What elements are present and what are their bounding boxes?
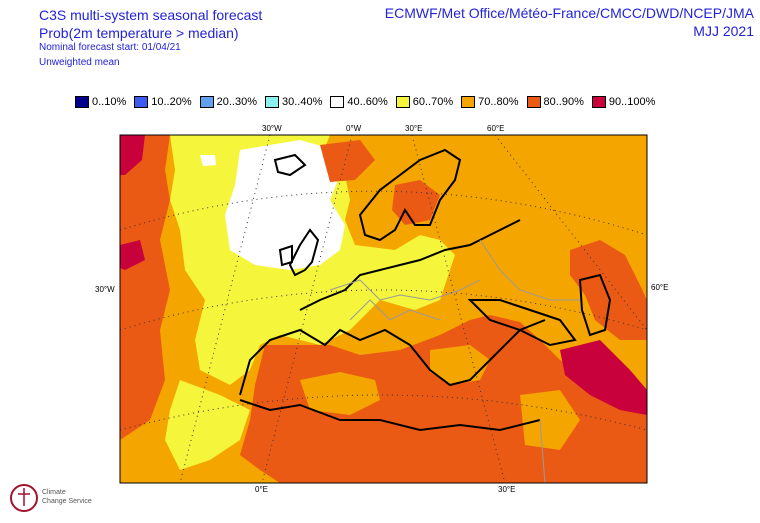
field-80-90-north-sea	[320, 140, 375, 182]
field-40-60-small	[200, 155, 216, 166]
border-line	[349, 299, 441, 321]
forecast-start: Nominal forecast start: 01/04/21	[39, 42, 181, 53]
legend-label: 80..90%	[543, 96, 584, 108]
legend-label: 0..10%	[92, 96, 127, 108]
legend-swatch	[591, 96, 606, 108]
providers: ECMWF/Met Office/Météo-France/CMCC/DWD/N…	[384, 5, 754, 21]
legend-item: 10..20%	[134, 96, 192, 108]
logo-icon: Climate Change Service	[10, 484, 92, 512]
coast-scandinavia	[358, 148, 462, 242]
field-90-100-west	[120, 240, 145, 270]
graticule	[120, 135, 647, 483]
legend-swatch	[134, 96, 149, 108]
axis-bottom-30e: 30°E	[498, 485, 515, 494]
legend-swatch	[330, 96, 345, 108]
axis-bottom-0e: 0°E	[255, 485, 268, 494]
header-right: ECMWF/Met Office/Météo-France/CMCC/DWD/N…	[385, 4, 754, 40]
copernicus-logo: Climate Change Service	[4, 478, 114, 518]
field-60-70-south	[165, 380, 250, 470]
legend-label: 10..20%	[151, 96, 192, 108]
field-70-80-levant	[520, 390, 580, 450]
coast-mediterranean-north	[239, 319, 546, 396]
legend-swatch	[395, 96, 410, 108]
field-70-80-central-med	[300, 372, 380, 415]
legend-swatch	[265, 96, 279, 108]
coast-black-sea	[467, 299, 577, 347]
borders	[329, 239, 580, 483]
map-frame	[119, 134, 648, 484]
axis-left-30w: 30°W	[95, 285, 115, 294]
coast-britain	[288, 228, 320, 277]
legend-label: 30..40%	[282, 96, 323, 108]
coast-north-europe	[299, 219, 521, 311]
field-70-80-ne	[600, 135, 647, 245]
field-90-100-east	[560, 340, 647, 415]
legend-item: 80..90%	[526, 96, 584, 108]
legend-item: 30..40%	[265, 96, 322, 108]
legend-item: 70..80%	[461, 96, 519, 108]
legend-item: 90..100%	[591, 96, 656, 108]
legend-label: 90..100%	[608, 96, 656, 108]
logo-line2: Change Service	[42, 498, 92, 505]
axis-top-0w: 0°W	[346, 124, 362, 133]
graticule-line	[120, 190, 647, 236]
title-line2: Prob(2m temperature > median)	[39, 25, 239, 41]
axis-top-60e: 60°E	[487, 124, 504, 133]
header-left: C3S multi-system seasonal forecast Prob(…	[39, 6, 262, 69]
legend-swatch	[199, 96, 214, 108]
weighting-note: Unweighted mean	[39, 57, 120, 68]
border-line	[479, 239, 580, 301]
legend-item: 0..10%	[75, 96, 126, 108]
field-80-90-atlantic	[120, 135, 170, 440]
season: MJJ 2021	[693, 23, 754, 39]
logo-line1: Climate	[42, 489, 66, 496]
title-line1: C3S multi-system seasonal forecast	[39, 7, 263, 23]
field-90-100-nw	[120, 135, 145, 175]
axis-right-60e: 60°E	[651, 283, 668, 292]
legend-item: 60..70%	[395, 96, 454, 108]
coastlines	[239, 148, 612, 432]
legend-label: 70..80%	[478, 96, 519, 108]
graticule-line	[120, 289, 647, 331]
legend-label: 60..70%	[412, 96, 454, 108]
legend-swatch	[526, 96, 541, 108]
axis-top-30e: 30°E	[405, 124, 422, 133]
legend-label: 20..30%	[216, 96, 257, 108]
legend-item: 40..60%	[330, 96, 388, 108]
legend-swatch	[75, 96, 89, 108]
axis-top-30w: 30°W	[262, 124, 282, 133]
legend: 0..10% 10..20% 20..30% 30..40% 40..60% 6…	[75, 96, 663, 108]
legend-label: 40..60%	[347, 96, 388, 108]
coast-caspian	[578, 273, 612, 337]
graticule-line	[411, 135, 506, 483]
border-line	[539, 419, 546, 483]
coast-iceland	[273, 153, 307, 177]
field-80-90-east	[570, 240, 647, 340]
coast-north-africa	[239, 399, 541, 432]
coast-ireland	[278, 244, 293, 267]
legend-swatch	[461, 96, 476, 108]
legend-item: 20..30%	[199, 96, 257, 108]
border-line	[329, 279, 481, 301]
